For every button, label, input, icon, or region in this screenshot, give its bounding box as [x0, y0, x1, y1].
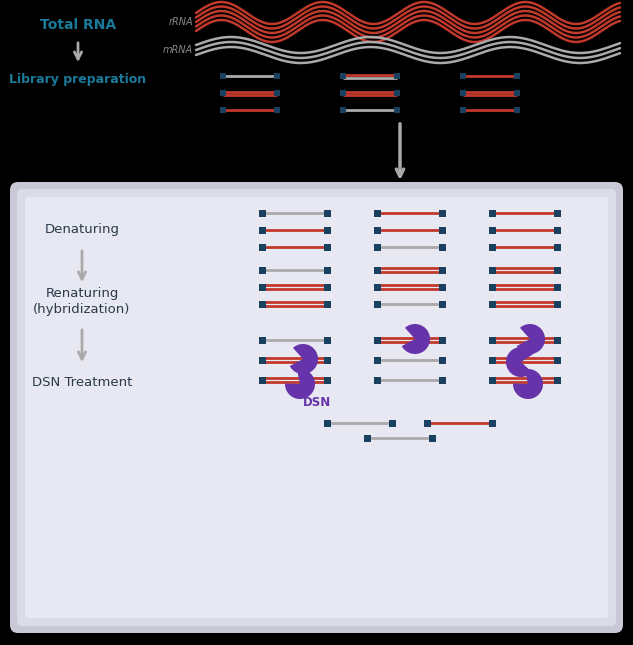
- FancyBboxPatch shape: [259, 301, 266, 308]
- FancyBboxPatch shape: [389, 419, 396, 426]
- FancyBboxPatch shape: [259, 377, 266, 384]
- FancyBboxPatch shape: [340, 73, 346, 79]
- FancyBboxPatch shape: [489, 210, 496, 217]
- Text: rRNA: rRNA: [168, 17, 193, 27]
- FancyBboxPatch shape: [489, 357, 496, 364]
- FancyBboxPatch shape: [514, 107, 520, 113]
- FancyBboxPatch shape: [439, 357, 446, 364]
- Wedge shape: [506, 347, 534, 377]
- FancyBboxPatch shape: [514, 73, 520, 79]
- FancyBboxPatch shape: [439, 244, 446, 250]
- FancyBboxPatch shape: [220, 73, 226, 79]
- Wedge shape: [513, 369, 543, 399]
- FancyBboxPatch shape: [429, 435, 436, 441]
- FancyBboxPatch shape: [324, 210, 331, 217]
- FancyBboxPatch shape: [259, 284, 266, 290]
- FancyBboxPatch shape: [374, 377, 381, 384]
- FancyBboxPatch shape: [324, 226, 331, 233]
- FancyBboxPatch shape: [340, 90, 346, 96]
- Text: Total RNA: Total RNA: [40, 18, 116, 32]
- FancyBboxPatch shape: [460, 90, 466, 96]
- FancyBboxPatch shape: [489, 226, 496, 233]
- Wedge shape: [402, 324, 430, 354]
- FancyBboxPatch shape: [554, 244, 561, 250]
- FancyBboxPatch shape: [554, 377, 561, 384]
- FancyBboxPatch shape: [489, 419, 496, 426]
- FancyBboxPatch shape: [554, 357, 561, 364]
- FancyBboxPatch shape: [17, 189, 616, 626]
- FancyBboxPatch shape: [439, 337, 446, 344]
- FancyBboxPatch shape: [489, 284, 496, 290]
- FancyBboxPatch shape: [324, 266, 331, 273]
- FancyBboxPatch shape: [489, 266, 496, 273]
- FancyBboxPatch shape: [460, 73, 466, 79]
- FancyBboxPatch shape: [489, 377, 496, 384]
- Text: mRNA: mRNA: [163, 45, 193, 55]
- FancyBboxPatch shape: [324, 377, 331, 384]
- FancyBboxPatch shape: [439, 377, 446, 384]
- FancyBboxPatch shape: [220, 107, 226, 113]
- FancyBboxPatch shape: [554, 210, 561, 217]
- FancyBboxPatch shape: [439, 210, 446, 217]
- FancyBboxPatch shape: [394, 73, 400, 79]
- FancyBboxPatch shape: [259, 210, 266, 217]
- FancyBboxPatch shape: [439, 226, 446, 233]
- Wedge shape: [285, 369, 315, 399]
- FancyBboxPatch shape: [374, 301, 381, 308]
- FancyBboxPatch shape: [220, 90, 226, 96]
- FancyBboxPatch shape: [374, 337, 381, 344]
- FancyBboxPatch shape: [394, 107, 400, 113]
- FancyBboxPatch shape: [374, 266, 381, 273]
- Text: DSN: DSN: [303, 395, 331, 408]
- FancyBboxPatch shape: [374, 244, 381, 250]
- FancyBboxPatch shape: [10, 182, 623, 633]
- FancyBboxPatch shape: [374, 357, 381, 364]
- FancyBboxPatch shape: [324, 337, 331, 344]
- FancyBboxPatch shape: [374, 284, 381, 290]
- FancyBboxPatch shape: [554, 301, 561, 308]
- Text: Library preparation: Library preparation: [9, 72, 147, 86]
- FancyBboxPatch shape: [259, 226, 266, 233]
- FancyBboxPatch shape: [424, 419, 431, 426]
- FancyBboxPatch shape: [274, 73, 280, 79]
- FancyBboxPatch shape: [274, 90, 280, 96]
- FancyBboxPatch shape: [374, 210, 381, 217]
- Text: Renaturing
(hybridization): Renaturing (hybridization): [34, 286, 130, 315]
- FancyBboxPatch shape: [489, 337, 496, 344]
- FancyBboxPatch shape: [489, 244, 496, 250]
- FancyBboxPatch shape: [324, 419, 331, 426]
- FancyBboxPatch shape: [259, 357, 266, 364]
- FancyBboxPatch shape: [554, 284, 561, 290]
- FancyBboxPatch shape: [324, 357, 331, 364]
- FancyBboxPatch shape: [324, 284, 331, 290]
- FancyBboxPatch shape: [374, 226, 381, 233]
- FancyBboxPatch shape: [259, 244, 266, 250]
- Text: Denaturing: Denaturing: [44, 224, 120, 237]
- FancyBboxPatch shape: [340, 107, 346, 113]
- FancyBboxPatch shape: [324, 244, 331, 250]
- FancyBboxPatch shape: [394, 90, 400, 96]
- Wedge shape: [517, 324, 545, 354]
- FancyBboxPatch shape: [364, 435, 371, 441]
- FancyBboxPatch shape: [439, 266, 446, 273]
- FancyBboxPatch shape: [554, 266, 561, 273]
- FancyBboxPatch shape: [554, 226, 561, 233]
- Wedge shape: [290, 344, 318, 374]
- FancyBboxPatch shape: [274, 107, 280, 113]
- FancyBboxPatch shape: [489, 301, 496, 308]
- FancyBboxPatch shape: [460, 107, 466, 113]
- FancyBboxPatch shape: [25, 197, 608, 618]
- FancyBboxPatch shape: [514, 90, 520, 96]
- FancyBboxPatch shape: [259, 266, 266, 273]
- FancyBboxPatch shape: [439, 284, 446, 290]
- Text: DSN Treatment: DSN Treatment: [32, 375, 132, 388]
- FancyBboxPatch shape: [439, 301, 446, 308]
- FancyBboxPatch shape: [554, 337, 561, 344]
- FancyBboxPatch shape: [324, 301, 331, 308]
- FancyBboxPatch shape: [259, 337, 266, 344]
